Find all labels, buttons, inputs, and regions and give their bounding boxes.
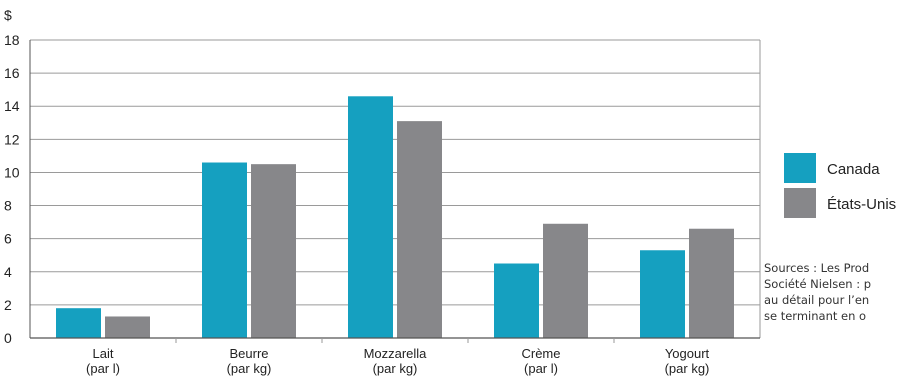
x-tick-label: Mozzarella [364,346,428,361]
y-tick-label: 2 [4,297,12,313]
x-tick-label: Lait [93,346,114,361]
source-line: Société Nielsen : p [764,277,872,291]
y-tick-label: 4 [4,264,12,280]
y-tick-label: 16 [4,65,20,81]
bar [543,223,588,338]
legend-swatch [784,188,816,218]
x-tick-sublabel: (par l) [86,361,120,376]
x-tick-sublabel: (par kg) [227,361,272,376]
legend-label: États-Unis [827,196,896,213]
y-tick-label: 14 [4,98,20,114]
bar [105,316,150,338]
bar [689,228,734,338]
x-tick-sublabel: (par kg) [373,361,418,376]
x-tick-label: Beurre [229,346,268,361]
y-tick-label: 18 [4,32,20,48]
gridlines [30,39,760,306]
legend-label: Canada [827,161,880,178]
legend: Canada États-Unis [784,153,896,218]
y-axis-label: $ [4,7,12,23]
bar [56,308,101,338]
y-tick-label: 12 [4,131,20,147]
y-tick-label: 10 [4,164,20,180]
bar [640,250,685,338]
bar [348,96,393,339]
bar [251,164,296,338]
bar [202,162,247,338]
bar [397,121,442,338]
source-line: se terminant en o [764,309,867,323]
source-line: au détail pour l’en [764,293,870,307]
y-tick-label: 8 [4,198,12,214]
x-tick-sublabel: (par kg) [665,361,710,376]
legend-swatch [784,153,816,183]
y-tick-label: 0 [4,330,12,346]
x-tick-label: Yogourt [665,346,710,361]
bars [56,96,734,339]
source-line: Sources : Les Prod [764,261,870,275]
sources-note: Sources : Les Prod Société Nielsen : p a… [764,260,908,324]
y-tick-label: 6 [4,231,12,247]
x-tick-label: Crème [521,346,560,361]
bar [494,263,539,338]
x-tick-sublabel: (par l) [524,361,558,376]
